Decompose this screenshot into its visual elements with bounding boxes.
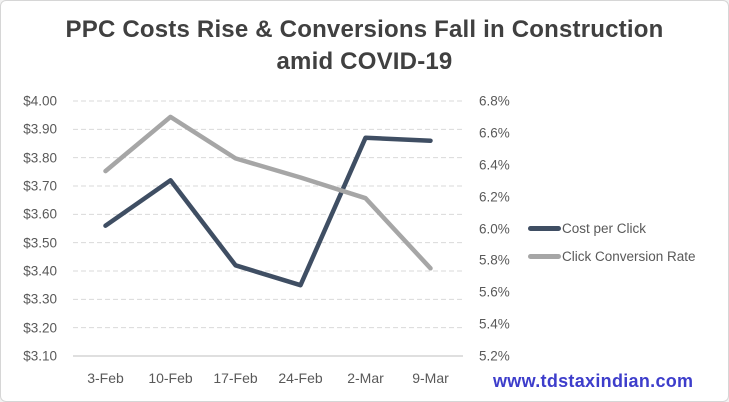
- series-line-click-conversion-rate: [103, 114, 433, 271]
- left-axis-tick: $3.30: [23, 291, 57, 307]
- x-axis-label: 24-Feb: [278, 370, 323, 386]
- left-axis-tick: $3.80: [23, 150, 57, 166]
- left-axis-tick: $4.00: [23, 93, 57, 109]
- right-axis-tick: 5.4%: [479, 316, 510, 332]
- legend-label-click-conversion-rate: Click Conversion Rate: [562, 248, 696, 264]
- left-axis-tick: $3.40: [23, 263, 57, 279]
- left-axis-tick: $3.20: [23, 320, 57, 336]
- right-axis-tick: 5.2%: [479, 348, 510, 364]
- right-axis-tick: 6.6%: [479, 125, 510, 141]
- watermark-link[interactable]: www.tdstaxindian.com: [493, 371, 694, 391]
- chart-title-line2: amid COVID-19: [276, 48, 453, 75]
- right-axis-tick: 5.8%: [479, 252, 510, 268]
- x-axis-label: 17-Feb: [213, 370, 258, 386]
- x-axis-label: 3-Feb: [87, 370, 124, 386]
- right-axis-tick: 6.2%: [479, 189, 510, 205]
- series-line-cost-per-click: [103, 135, 433, 288]
- left-axis-tick: $3.50: [23, 235, 57, 251]
- left-axis-tick: $3.90: [23, 121, 57, 137]
- right-axis-tick: 6.8%: [479, 93, 510, 109]
- x-axis-label: 10-Feb: [148, 370, 193, 386]
- x-axis-label: 2-Mar: [347, 370, 384, 386]
- chart-title: PPC Costs Rise & Conversions Fall in Con…: [1, 14, 728, 78]
- legend-item-click-conversion-rate: Click Conversion Rate: [528, 243, 696, 269]
- chart-title-line1: PPC Costs Rise & Conversions Fall in Con…: [65, 16, 664, 43]
- left-axis-tick: $3.70: [23, 178, 57, 194]
- x-axis-label: 9-Mar: [412, 370, 449, 386]
- legend-item-cost-per-click: Cost per Click: [528, 215, 646, 241]
- left-axis-tick: $3.60: [23, 206, 57, 222]
- legend-line-swatch-cost-per-click: [528, 225, 561, 231]
- left-axis-tick: $3.10: [23, 348, 57, 364]
- right-axis-tick: 5.6%: [479, 284, 510, 300]
- right-axis-tick: 6.4%: [479, 157, 510, 173]
- legend-line-swatch-click-conversion-rate: [528, 253, 561, 259]
- right-axis-tick: 6.0%: [479, 221, 510, 236]
- legend-label-cost-per-click: Cost per Click: [562, 220, 647, 236]
